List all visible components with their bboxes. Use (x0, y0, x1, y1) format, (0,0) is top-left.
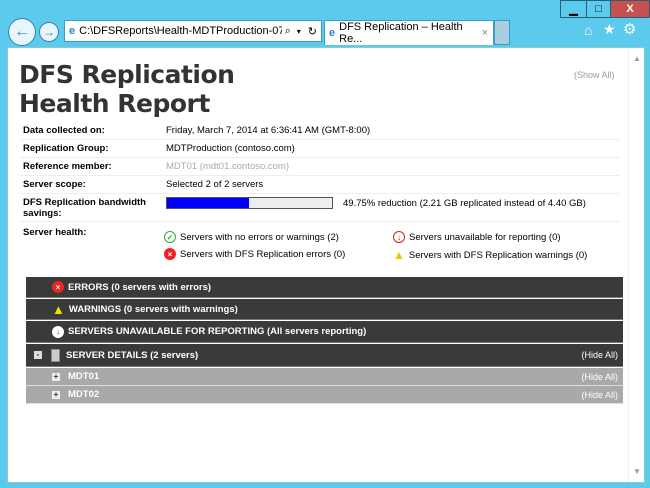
warning-icon: ▲ (393, 248, 405, 262)
warning-icon: ▲ (52, 301, 65, 317)
unavailable-icon: ↓ (393, 231, 405, 243)
server-row-mdt02[interactable]: + MDT02 (Hide All) (26, 386, 623, 404)
section-title: SERVERS UNAVAILABLE FOR REPORTING (All s… (68, 326, 367, 337)
address-text: C:\DFSReports\Health-MDTProduction-07M: (79, 25, 282, 37)
savings-progress-fill (167, 198, 250, 208)
tab-close-icon[interactable]: × (481, 27, 488, 39)
health-ok: Servers with no errors or warnings (2) (180, 231, 339, 243)
home-icon[interactable]: ⌂ (584, 22, 593, 38)
savings-progress-bar (166, 197, 333, 209)
row-value: MDT01 (mdt01.contoso.com) (166, 161, 290, 172)
tab-dfs-report[interactable]: e DFS Replication – Health Re... × (324, 20, 494, 45)
server-icon (51, 348, 60, 362)
savings-row: DFS Replication bandwidth savings: 49.75… (20, 194, 620, 222)
ie-tab-icon: e (329, 27, 336, 39)
new-tab-button[interactable] (494, 20, 510, 45)
row-value: Friday, March 7, 2014 at 6:36:41 AM (GMT… (166, 125, 371, 136)
unavailable-icon: ↓ (52, 325, 64, 338)
section-title: SERVER DETAILS (2 servers) (66, 349, 199, 361)
search-icon[interactable]: ⌕ (284, 24, 291, 37)
health-errors: Servers with DFS Replication errors (0) (180, 248, 346, 260)
section-server-details[interactable]: - SERVER DETAILS (2 servers) (Hide All) (26, 344, 623, 367)
scroll-up-icon[interactable]: ▲ (633, 54, 641, 63)
show-all-link[interactable]: (Show All) (574, 70, 615, 80)
row-label: Server scope: (23, 179, 86, 190)
minimize-button[interactable]: ▁ (560, 0, 587, 18)
row-label: Replication Group: (23, 143, 109, 154)
address-bar[interactable]: e C:\DFSReports\Health-MDTProduction-07M… (64, 20, 322, 42)
health-unavailable: Servers unavailable for reporting (0) (409, 231, 561, 243)
expand-icon[interactable]: + (52, 389, 60, 399)
hide-all-link[interactable]: (Hide All) (581, 371, 618, 382)
section-unavailable[interactable]: ↓ SERVERS UNAVAILABLE FOR REPORTING (All … (26, 321, 623, 343)
hide-all-link[interactable]: (Hide All) (581, 350, 618, 360)
ie-page-icon: e (69, 25, 76, 37)
check-icon: ✓ (164, 231, 176, 243)
info-row: Replication Group: MDTProduction (contoso… (20, 140, 620, 158)
row-value: Selected 2 of 2 servers (166, 179, 264, 190)
server-row-mdt01[interactable]: + MDT01 (Hide All) (26, 368, 623, 386)
section-title: ERRORS (0 servers with errors) (68, 281, 212, 293)
row-value: MDTProduction (contoso.com) (166, 143, 295, 154)
server-name: MDT02 (68, 389, 100, 400)
refresh-icon[interactable]: ↻ (307, 25, 317, 38)
settings-gear-icon[interactable]: ⚙ (623, 21, 637, 38)
back-button[interactable]: ← (8, 18, 36, 46)
row-label: Server health: (23, 227, 87, 238)
scroll-down-icon[interactable]: ▼ (633, 467, 641, 476)
vertical-scrollbar[interactable]: ▲ ▼ (628, 48, 644, 482)
favorites-star-icon[interactable]: ★ (603, 21, 616, 37)
close-button[interactable]: X (610, 0, 650, 18)
error-icon: × (52, 281, 64, 293)
maximize-button[interactable]: □ (586, 0, 611, 18)
expand-icon[interactable]: + (52, 371, 60, 381)
health-warnings: Servers with DFS Replication warnings (0… (408, 249, 588, 261)
dropdown-icon[interactable]: ▾ (296, 26, 301, 36)
collapse-icon[interactable]: - (34, 351, 42, 359)
section-warnings[interactable]: ▲ WARNINGS (0 servers with warnings) (26, 299, 623, 320)
hide-all-link[interactable]: (Hide All) (581, 389, 618, 400)
forward-button[interactable]: → (39, 22, 59, 42)
row-label: Data collected on: (23, 125, 105, 136)
row-label: DFS Replication bandwidth savings: (23, 197, 146, 219)
info-row: Server scope: Selected 2 of 2 servers (20, 176, 620, 194)
error-icon: × (164, 248, 176, 260)
section-title: WARNINGS (0 servers with warnings) (68, 303, 238, 315)
server-name: MDT01 (68, 371, 100, 382)
row-label: Reference member: (23, 161, 112, 172)
info-row: Reference member: MDT01 (mdt01.contoso.co… (20, 158, 620, 176)
tab-title: DFS Replication – Health Re... (339, 21, 463, 45)
section-errors[interactable]: × ERRORS (0 servers with errors) (26, 277, 623, 298)
health-row: Server health: ✓ Servers with no errors o… (20, 224, 620, 266)
info-row: Data collected on: Friday, March 7, 2014 … (20, 122, 620, 140)
savings-text: 49.75% reduction (2.21 GB replicated ins… (343, 198, 586, 209)
report-page: DFS Replication Health Report (Show All) … (7, 47, 645, 483)
page-title: DFS Replication Health Report (19, 60, 235, 118)
